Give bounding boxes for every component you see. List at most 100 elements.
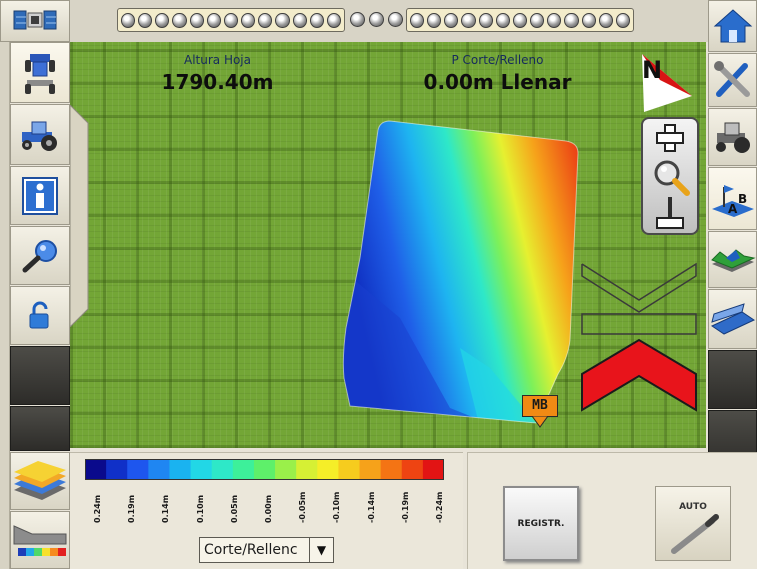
lightbar-led — [121, 12, 136, 28]
lightbar-center-led — [350, 12, 365, 27]
zoom-in-button[interactable] — [653, 123, 687, 153]
legend-tick-label: -0.05m — [298, 491, 308, 523]
blade-guidance-indicator — [581, 262, 697, 412]
gps-satellite-icon — [13, 10, 57, 30]
lightbar-led — [241, 12, 256, 28]
svg-text:B: B — [738, 192, 747, 206]
legend-swatch — [106, 459, 128, 480]
legend-tick-label: -0.19m — [400, 491, 410, 523]
tractor-settings-icon — [715, 122, 750, 153]
legend-tick-label: 0.19m — [127, 494, 137, 523]
sheet-height-value: 1790.40m — [161, 70, 274, 94]
record-button[interactable]: REGISTR. — [503, 486, 579, 561]
lightbar-led — [598, 12, 613, 28]
legend-swatch — [232, 459, 255, 480]
legend-tick-label: 0.10m — [195, 494, 205, 523]
tractor-button[interactable] — [10, 104, 70, 165]
terrain-icon — [710, 248, 756, 272]
legend-swatch — [317, 459, 339, 480]
lock-icon — [29, 301, 49, 328]
lock-button[interactable] — [10, 286, 70, 345]
cut-fill-label: P Corte/Relleno — [451, 53, 544, 67]
color-scale-bar — [85, 459, 444, 480]
legend-swatch — [296, 459, 318, 480]
empty-slot-left — [10, 406, 70, 451]
survey-icon: B A — [711, 184, 754, 217]
zoom-track — [668, 197, 672, 217]
empty-slot-right — [708, 350, 757, 409]
lightbar-led — [189, 12, 204, 28]
legend-tick-label: 0.00m — [264, 494, 273, 523]
auto-button[interactable]: AUTO — [655, 486, 731, 561]
lightbar-led — [427, 12, 442, 28]
info-button[interactable] — [10, 166, 70, 225]
legend-swatch — [422, 459, 444, 480]
legend-tick-label: 0.05m — [229, 494, 239, 523]
zoom-magnifier-icon — [654, 160, 690, 196]
legend-swatch — [169, 459, 192, 480]
lightbar-led — [478, 12, 493, 28]
zoom-out-button[interactable] — [655, 216, 685, 230]
tools-button[interactable] — [708, 53, 757, 107]
legend-border — [85, 459, 444, 480]
compass-icon[interactable]: N — [640, 52, 696, 114]
legend-tick-label: -0.14m — [366, 491, 376, 523]
lightbar-led — [326, 12, 342, 28]
lightbar-led — [615, 12, 631, 28]
terrain-button[interactable] — [708, 231, 757, 288]
legend-swatch — [211, 459, 234, 480]
implement-button[interactable] — [10, 42, 70, 103]
legend-swatch — [338, 459, 361, 480]
home-icon — [713, 9, 752, 43]
zoom-control — [641, 117, 699, 235]
cut-fill-value: 0.00m Llenar — [423, 70, 572, 94]
legend-tick-label: -0.24m — [435, 491, 444, 523]
legend-swatch — [359, 459, 382, 480]
legend-tick-label: 0.24m — [93, 494, 102, 523]
blade-button[interactable] — [708, 289, 757, 349]
search-button[interactable] — [10, 226, 70, 285]
left-edge-strip — [0, 42, 10, 569]
legend-swatch — [253, 459, 276, 480]
lightbar-led — [410, 12, 425, 28]
lightbar-led — [461, 12, 476, 28]
pen-icon — [671, 514, 719, 554]
map-layer-select-value: Corte/Rellenc — [204, 542, 298, 558]
lightbar-led — [444, 12, 459, 28]
lightbar-left — [117, 8, 345, 32]
layers-icon — [14, 461, 66, 500]
gps-satellite-button[interactable] — [0, 0, 70, 42]
lightbar-led — [292, 12, 307, 28]
record-button-label: REGISTR. — [517, 518, 565, 529]
chevron-down-icon: ▼ — [309, 538, 333, 562]
lightbar-center-led — [388, 12, 403, 27]
tractor-settings-button[interactable] — [708, 108, 757, 166]
lightbar-led — [309, 12, 324, 28]
map-layer-select[interactable]: Corte/Rellenc ▼ — [199, 537, 334, 563]
lightbar-right — [406, 8, 634, 32]
lightbar-led — [206, 12, 221, 28]
panel-collapse-tab[interactable] — [70, 105, 90, 327]
legend-swatch — [190, 459, 213, 480]
legend-swatch — [380, 459, 403, 480]
empty-slot-left — [10, 346, 70, 405]
legend-tick-label: 0.14m — [161, 494, 171, 523]
tractor-icon — [22, 121, 57, 151]
lightbar-led — [512, 12, 528, 28]
lightbar-led — [155, 12, 170, 28]
compass-north-label: N — [642, 56, 662, 84]
profile-button[interactable] — [10, 511, 70, 569]
layers-button[interactable] — [10, 452, 70, 510]
home-button[interactable] — [708, 0, 757, 52]
lightbar-led — [258, 12, 273, 28]
lightbar-led — [138, 12, 153, 28]
lightbar-led — [275, 12, 290, 28]
profile-icon — [13, 525, 67, 556]
legend-tick-label: -0.10m — [332, 491, 342, 523]
lightbar-led — [581, 12, 596, 28]
sheet-height-label: Altura Hoja — [183, 53, 251, 67]
lightbar-led — [564, 12, 579, 28]
survey-button[interactable]: B A — [708, 167, 757, 230]
lightbar-center-led — [369, 12, 384, 27]
